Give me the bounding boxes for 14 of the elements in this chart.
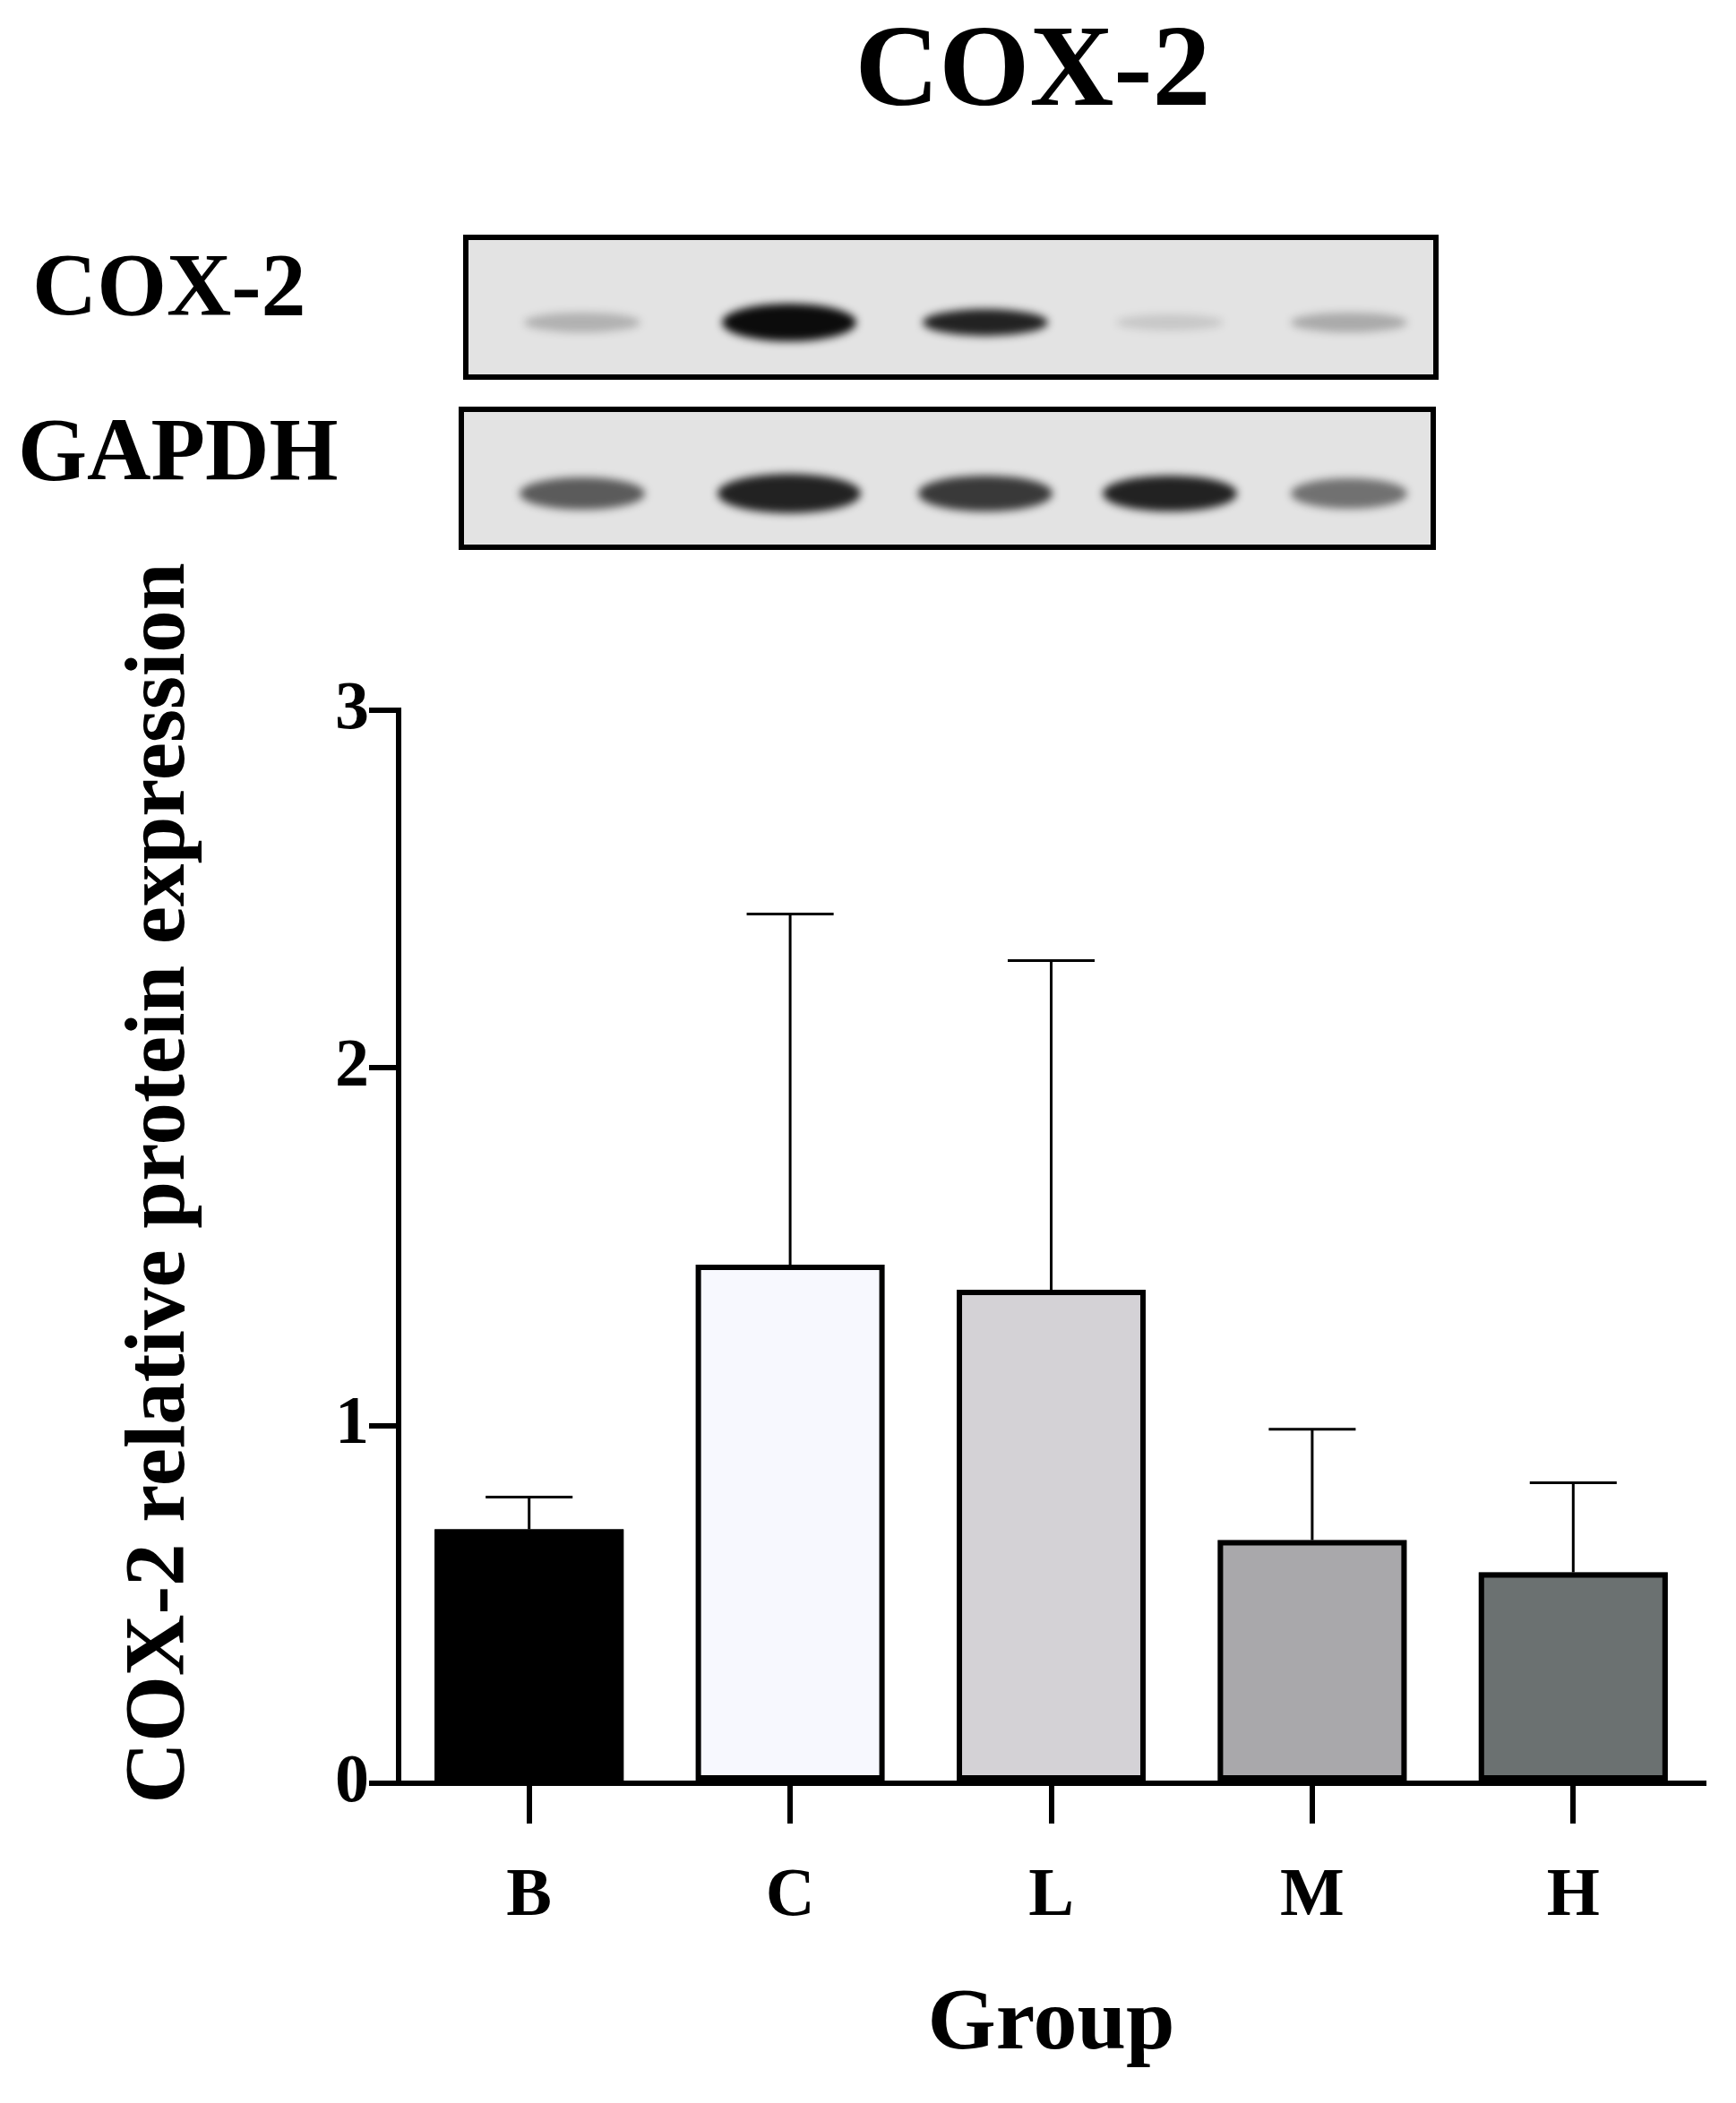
x-tick-label: C — [765, 1854, 815, 1930]
x-tick-label: B — [506, 1854, 553, 1930]
y-tick-label: 1 — [335, 1382, 369, 1458]
y-tick-label: 2 — [335, 1024, 369, 1100]
y-tick-label: 0 — [335, 1739, 369, 1815]
x-axis-title: Group — [927, 1970, 1175, 2067]
x-tick-label: M — [1280, 1854, 1345, 1930]
x-tick-label: L — [1028, 1854, 1074, 1930]
chart-title: COX-2 — [855, 1, 1211, 130]
text: COX-2 — [32, 235, 306, 334]
y-axis-title: COX-2 relative protein expression — [107, 562, 202, 1804]
x-tick-label: H — [1546, 1854, 1600, 1930]
y-tick-label: 3 — [335, 666, 369, 742]
text: GAPDH — [18, 400, 339, 498]
